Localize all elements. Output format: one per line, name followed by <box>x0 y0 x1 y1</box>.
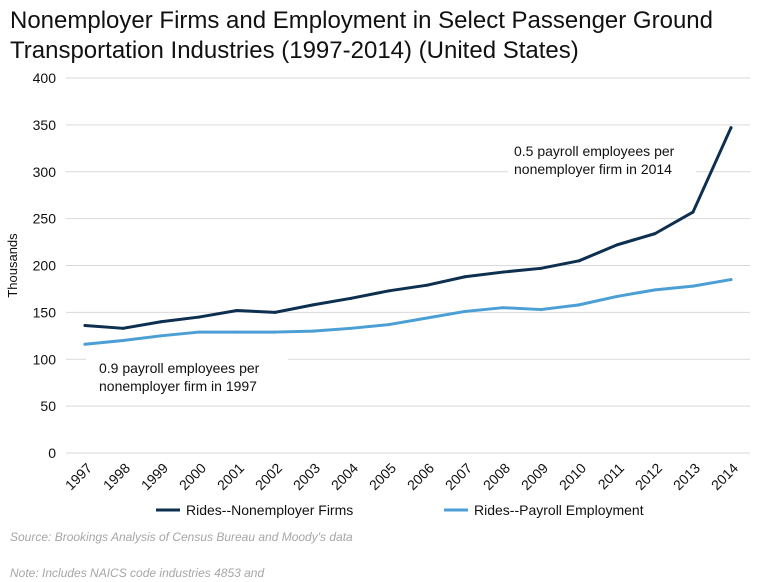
data-point-s1-2006 <box>425 283 429 287</box>
annotation-ann1997: 0.9 payroll employees per nonemployer fir… <box>99 360 260 394</box>
annotation-box <box>508 138 696 184</box>
data-point-s2-1997 <box>83 342 87 346</box>
x-tick-label: 2010 <box>556 460 589 493</box>
data-point-s2-2005 <box>387 323 391 327</box>
x-tick-label: 2004 <box>328 460 361 493</box>
data-point-s1-2004 <box>349 296 353 300</box>
data-point-s1-2012 <box>653 232 657 236</box>
y-tick-label: 0 <box>48 445 56 461</box>
x-tick-label: 2002 <box>252 460 285 493</box>
data-point-s1-2013 <box>691 210 695 214</box>
y-tick-label: 150 <box>33 304 57 320</box>
data-point-s2-1998 <box>121 339 125 342</box>
legend-label-2: Rides--Payroll Employment <box>474 502 644 518</box>
data-point-s2-2006 <box>425 316 429 320</box>
data-point-s1-2000 <box>197 315 201 319</box>
data-point-s1-2007 <box>463 275 467 279</box>
data-point-s1-2011 <box>615 243 619 247</box>
x-tick-label: 2005 <box>366 460 399 493</box>
x-tick-label: 2011 <box>595 460 628 493</box>
data-point-s2-2007 <box>463 309 467 313</box>
data-point-s1-1999 <box>159 320 163 324</box>
legend-label-1: Rides--Nonemployer Firms <box>186 502 353 518</box>
data-point-s2-2001 <box>235 330 239 334</box>
data-point-s1-1997 <box>83 324 87 327</box>
x-tick-label: 1997 <box>62 460 95 493</box>
x-tick-label: 2003 <box>290 460 323 493</box>
data-point-s1-2010 <box>577 259 581 263</box>
x-tick-label: 2013 <box>670 460 703 493</box>
data-point-s2-2009 <box>539 308 543 312</box>
y-tick-label: 400 <box>33 70 57 86</box>
data-point-s1-2008 <box>501 270 505 274</box>
data-point-s2-2000 <box>197 330 201 334</box>
y-tick-label: 100 <box>33 351 57 367</box>
y-tick-label: 200 <box>33 258 57 274</box>
series-line-2 <box>83 278 733 346</box>
x-tick-label: 2014 <box>708 460 741 493</box>
data-point-s2-2002 <box>273 330 277 334</box>
data-point-s2-2004 <box>349 326 353 330</box>
data-point-s1-2005 <box>387 289 391 293</box>
x-tick-label: 2007 <box>442 460 475 493</box>
chart-title: Nonemployer Firms and Employment in Sele… <box>10 7 713 64</box>
x-tick-label: 2012 <box>632 460 665 493</box>
data-point-s1-1998 <box>121 326 125 330</box>
data-point-s2-1999 <box>159 334 163 338</box>
data-point-s1-2001 <box>235 309 239 312</box>
annotation-box <box>86 358 288 404</box>
y-tick-label: 300 <box>33 164 57 180</box>
data-point-s2-2011 <box>615 294 619 298</box>
data-point-s1-2009 <box>539 266 543 270</box>
x-tick-label: 1999 <box>138 460 171 493</box>
series-line-1 <box>83 126 733 330</box>
data-point-s2-2012 <box>653 288 657 292</box>
x-tick-label: 2001 <box>214 460 247 493</box>
data-point-s2-2003 <box>311 329 315 333</box>
x-tick-label: 2008 <box>480 460 513 493</box>
y-tick-label: 350 <box>33 117 57 133</box>
x-tick-label: 1998 <box>100 460 133 493</box>
data-point-s2-2014 <box>729 278 733 282</box>
y-tick-label: 50 <box>40 398 56 414</box>
annotation-ann2014: 0.5 payroll employees per nonemployer fir… <box>514 143 675 177</box>
y-tick-label: 250 <box>33 211 57 227</box>
data-point-s1-2002 <box>273 310 277 314</box>
data-point-s2-2013 <box>691 284 695 288</box>
data-point-s2-2008 <box>501 306 505 310</box>
x-tick-label: 2009 <box>518 460 551 493</box>
source-note: Source: Brookings Analysis of Census Bur… <box>10 530 353 544</box>
data-point-s1-2014 <box>729 126 733 130</box>
data-point-s1-2003 <box>311 303 315 307</box>
footnote: Note: Includes NAICS code industries 485… <box>10 566 265 580</box>
x-tick-label: 2006 <box>404 460 437 493</box>
data-point-s2-2010 <box>577 303 581 307</box>
y-axis-label: Thousands <box>5 233 20 298</box>
x-tick-label: 2000 <box>176 460 209 493</box>
